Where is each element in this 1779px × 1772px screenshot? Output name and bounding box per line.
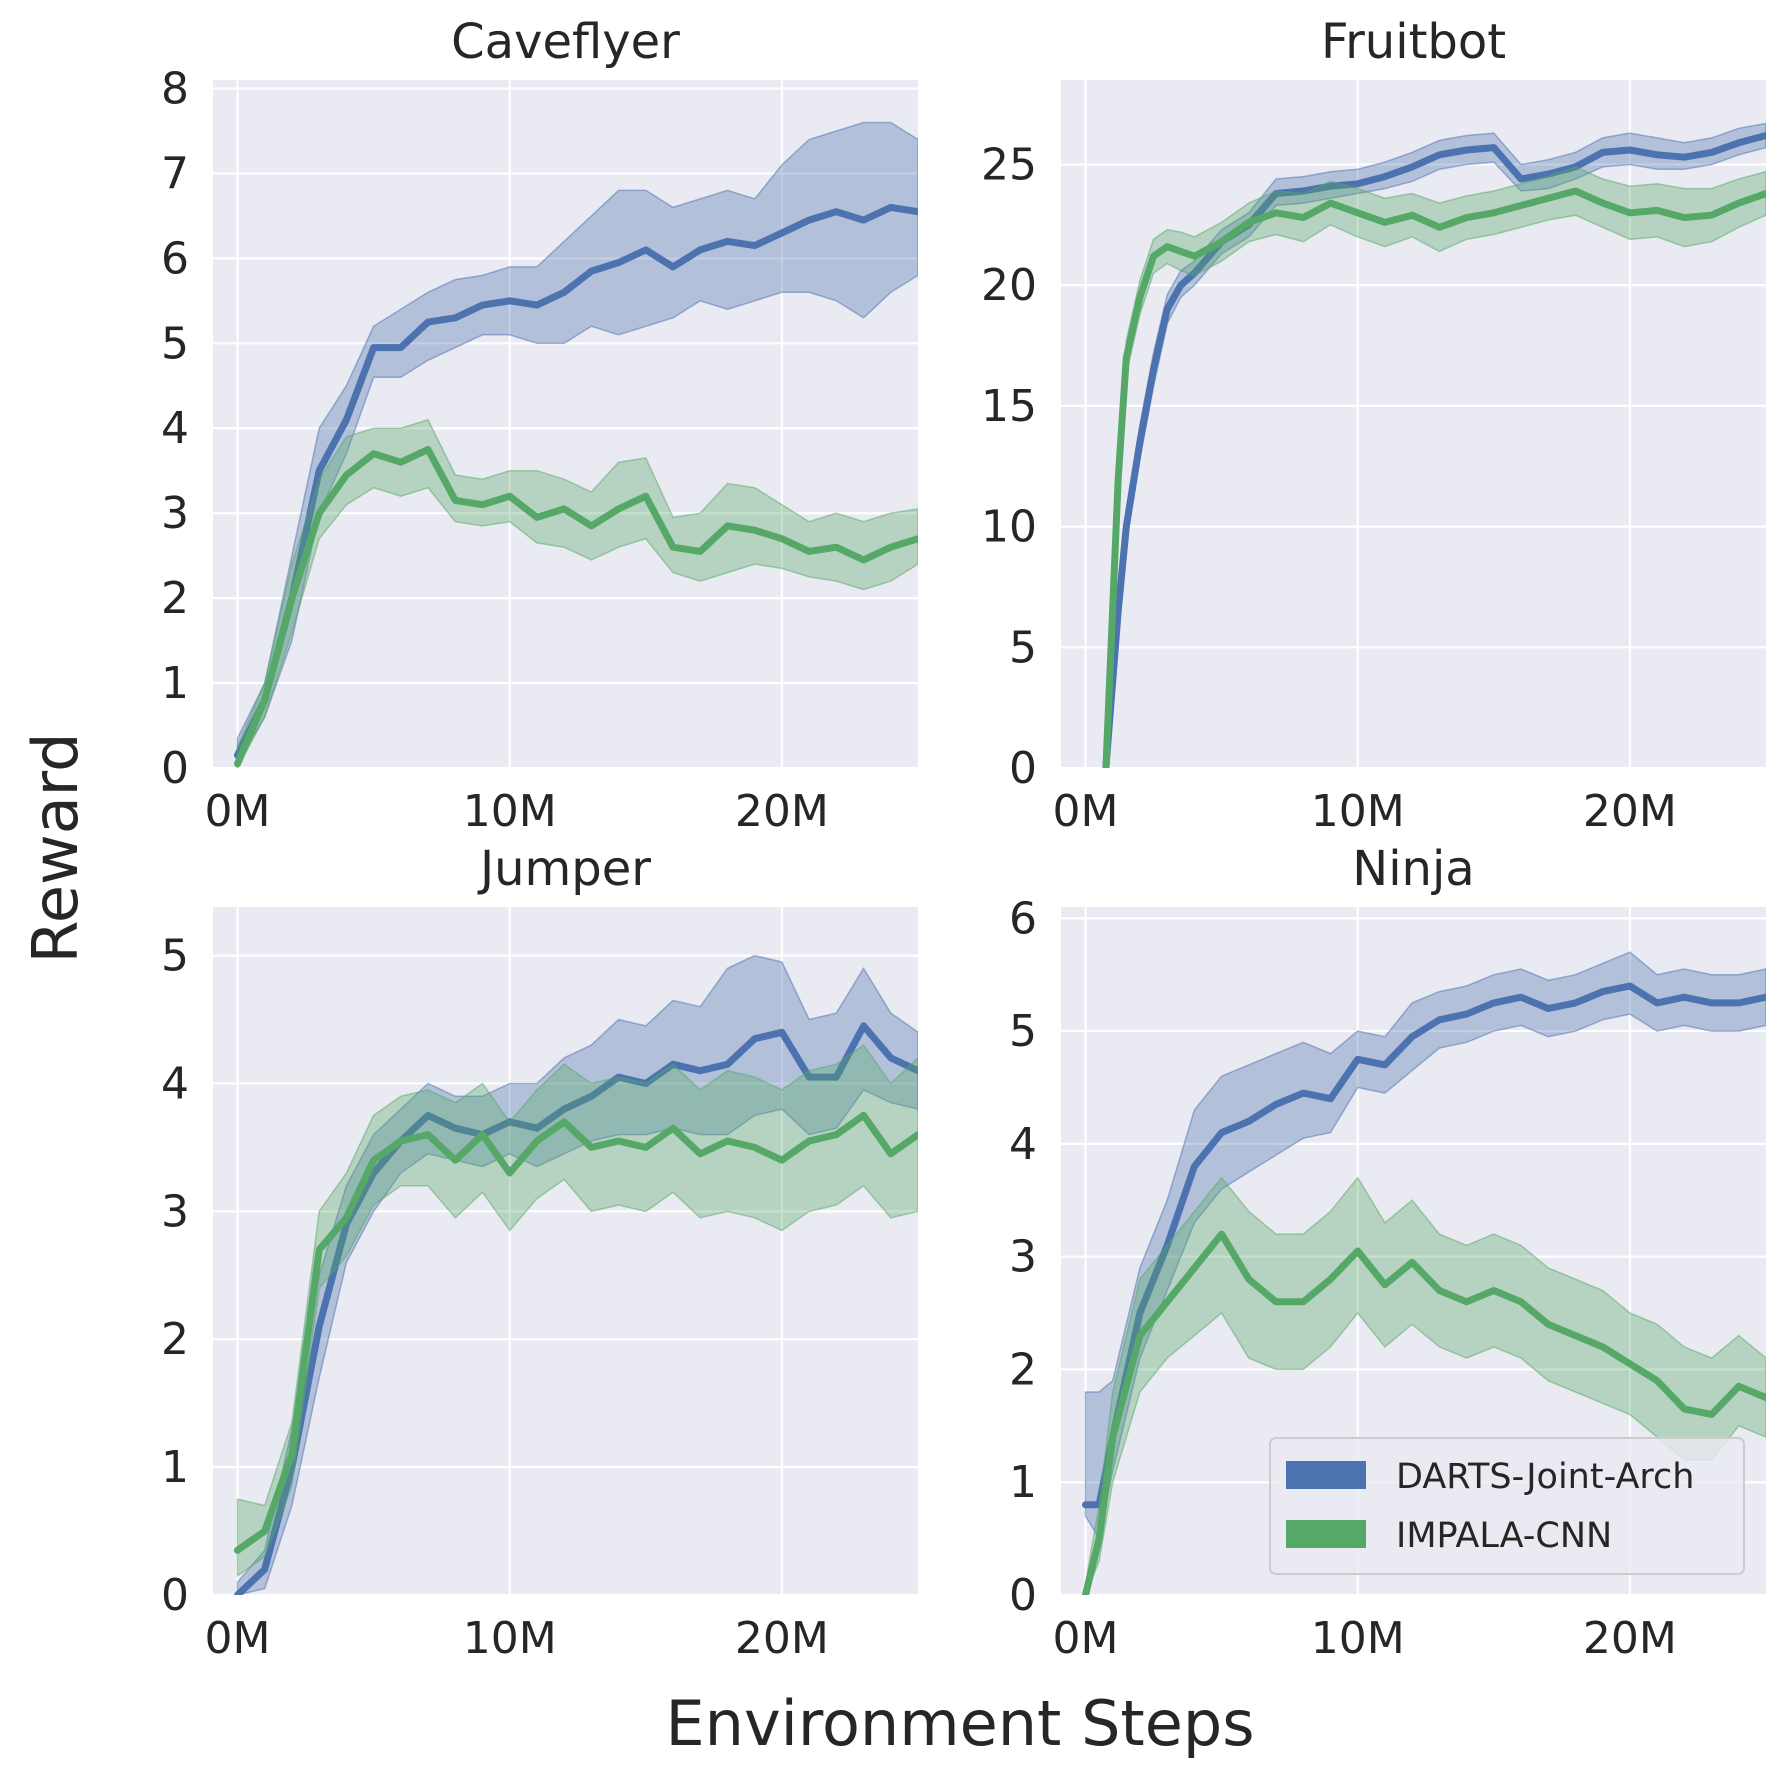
fruitbot-y-tick-label: 10 [981,502,1037,553]
jumper-panel: 0 1 2 3 4 5 0M 10M 20M Jumper [161,841,918,1664]
ninja-x-tick-label: 0M [1053,1613,1119,1664]
caveflyer-y-tick-label: 3 [161,488,189,539]
caveflyer-y-tick-label: 4 [161,403,189,454]
jumper-y-tick-label: 3 [161,1186,189,1237]
caveflyer-impala-band [236,418,918,768]
caveflyer-series-group [234,121,918,768]
fruitbot-title: Fruitbot [1321,14,1506,70]
ninja-y-tick-label: 4 [1009,1119,1037,1170]
ninja-title: Ninja [1352,841,1474,897]
fruitbot-impala-line [1102,187,1766,768]
jumper-series-group [234,954,918,1595]
ninja-darts-band [1084,951,1766,1541]
legend-swatch-impala [1286,1520,1366,1548]
ninja-y-tick-label: 6 [1009,893,1037,944]
ninja-y-tick-label: 5 [1009,1006,1037,1057]
fruitbot-x-tick-label: 0M [1053,786,1119,837]
jumper-title: Jumper [477,841,651,897]
ninja-series-group [1082,951,1766,1595]
fruitbot-plot-area [1061,80,1766,768]
caveflyer-y-tick-label: 6 [161,233,189,284]
jumper-y-tick-label: 0 [161,1570,189,1621]
caveflyer-y-tick-label: 0 [161,743,189,794]
jumper-plot-area [213,907,918,1595]
ninja-x-tick-label: 20M [1583,1613,1677,1664]
fruitbot-y-tick-label: 15 [981,381,1037,432]
caveflyer-y-tick-label: 8 [161,63,189,114]
legend: DARTS-Joint-Arch IMPALA-CNN [1269,1437,1745,1575]
fruitbot-impala-band [1105,166,1766,768]
caveflyer-y-tick-label: 2 [161,573,189,624]
jumper-y-tick-label: 2 [161,1314,189,1365]
jumper-darts-band [236,954,918,1595]
ninja-darts-line [1082,982,1766,1509]
fruitbot-y-tick-label: 0 [1009,743,1037,794]
caveflyer-plot-area [213,80,918,768]
fruitbot-series-group [1102,122,1766,768]
fruitbot-y-tick-label: 5 [1009,622,1037,673]
fruitbot-y-tick-label: 20 [981,260,1037,311]
x-axis-label: Environment Steps [665,1687,1254,1760]
ninja-y-tick-label: 1 [1009,1457,1037,1508]
fruitbot-x-tick-label: 20M [1583,786,1677,837]
legend-label-darts: DARTS-Joint-Arch [1396,1457,1694,1497]
jumper-impala-line [234,1111,918,1554]
ninja-impala-line [1082,1230,1766,1595]
ninja-y-tick-label: 2 [1009,1344,1037,1395]
y-axis-label: Reward [19,733,92,964]
jumper-x-tick-label: 0M [205,1613,271,1664]
jumper-y-tick-label: 1 [161,1442,189,1493]
jumper-x-tick-label: 20M [735,1613,829,1664]
caveflyer-y-tick-label: 5 [161,318,189,369]
jumper-y-tick-label: 4 [161,1058,189,1109]
fruitbot-y-tick-label: 25 [981,139,1037,190]
caveflyer-darts-line [234,203,918,759]
fruitbot-darts-line [1102,132,1766,768]
jumper-y-tick-label: 5 [161,931,189,982]
caveflyer-panel: 0 1 2 3 4 5 6 7 8 0M 10M 20M Caveflyer [161,14,918,837]
ninja-y-tick-label: 3 [1009,1232,1037,1283]
caveflyer-x-tick-label: 0M [205,786,271,837]
legend-frame [1269,1437,1745,1575]
caveflyer-y-tick-label: 7 [161,148,189,199]
jumper-impala-band [236,1044,918,1578]
caveflyer-y-tick-label: 1 [161,658,189,709]
fruitbot-panel: 0 5 10 15 20 25 0M 10M 20M Fruitbot [981,14,1766,837]
jumper-x-tick-label: 10M [463,1613,557,1664]
caveflyer-impala-line [234,446,918,768]
caveflyer-x-tick-label: 20M [735,786,829,837]
ninja-x-tick-label: 10M [1311,1613,1405,1664]
ninja-y-tick-label: 0 [1009,1570,1037,1621]
legend-swatch-darts [1286,1461,1366,1489]
caveflyer-x-tick-label: 10M [463,786,557,837]
fruitbot-x-tick-label: 10M [1311,786,1405,837]
caveflyer-title: Caveflyer [451,14,680,70]
caveflyer-darts-band [236,121,918,767]
legend-label-impala: IMPALA-CNN [1396,1516,1612,1556]
